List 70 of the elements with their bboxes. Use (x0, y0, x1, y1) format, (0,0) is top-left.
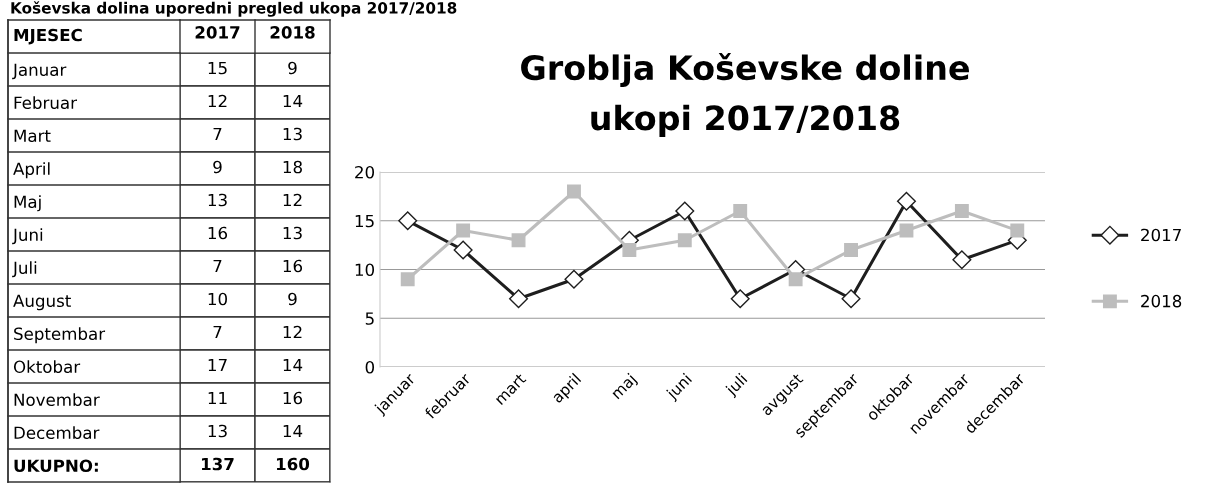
data-label: 7 (213, 259, 222, 273)
y-tick-label: Maj (14, 195, 41, 212)
y-tick-label: Novembar (14, 393, 100, 407)
point (788, 272, 803, 287)
point (841, 289, 861, 309)
point (844, 243, 858, 257)
y-tick-label: Februar (14, 96, 77, 110)
y-tick-label: April (13, 162, 50, 179)
data-label: 10 (208, 292, 227, 306)
data-label: 16 (283, 391, 303, 405)
point (730, 289, 750, 309)
data-label: 13 (283, 226, 302, 240)
x-tick-label: juli (724, 372, 750, 399)
data-label: 14 (283, 424, 303, 438)
data-label: 13 (283, 127, 302, 141)
point (733, 204, 748, 218)
data-label: 13 (208, 193, 227, 207)
y-tick-label: UKUPNO: (14, 459, 98, 473)
y-tick-label: Mart (14, 129, 51, 143)
data-label: 17 (208, 358, 227, 372)
data-label: 12 (283, 193, 302, 207)
data-label: 16 (208, 226, 228, 240)
y-tick-label: Septembar (14, 327, 106, 344)
data-label: 14 (283, 358, 303, 372)
point (567, 184, 581, 199)
point (564, 269, 584, 289)
y-tick-label: 15 (355, 214, 374, 228)
data-label: 137 (201, 457, 234, 471)
point (456, 223, 471, 238)
legend-label: 2018 (1141, 294, 1182, 308)
data-label: 9 (213, 160, 222, 174)
point (453, 240, 473, 260)
y-tick-label: Decembar (14, 426, 100, 440)
point (398, 211, 418, 231)
data-label: 7 (213, 127, 222, 141)
point (622, 243, 637, 257)
data-label: 15 (208, 61, 227, 75)
point (400, 272, 415, 287)
y-axis-title: MJESEC (14, 28, 82, 45)
data-label: 12 (283, 325, 302, 339)
point (954, 204, 969, 218)
chart-title: Groblja Koševske doline ukopi 2017/2018 (521, 53, 969, 137)
data-label: 13 (208, 424, 227, 438)
data-label: 16 (283, 259, 303, 273)
y-tick-label: 10 (355, 263, 375, 277)
data-label: 18 (283, 160, 302, 174)
y-tick-label: 5 (365, 312, 374, 325)
data-label: 11 (208, 391, 227, 405)
data-label: 9 (288, 292, 297, 306)
point (1010, 223, 1025, 238)
point (511, 233, 526, 248)
y-tick-label: Juli (12, 261, 37, 278)
data-label: 14 (283, 94, 303, 108)
y-tick-label: 20 (355, 165, 375, 179)
data-label: 7 (213, 325, 222, 339)
y-tick-label: 0 (365, 360, 375, 374)
point (509, 289, 529, 309)
y-tick-label: Oktobar (13, 360, 81, 374)
y-tick-label: August (13, 294, 71, 311)
data-label: 9 (288, 61, 297, 75)
chart-title: Koševska dolina uporedni pregled ukopa 2017/2018 (11, 1, 457, 17)
point (675, 201, 695, 221)
data-label: 160 (276, 457, 310, 471)
point (677, 233, 692, 248)
point (952, 250, 972, 270)
point (896, 191, 916, 211)
data-label: 12 (208, 94, 227, 108)
y-tick-label: Juni (12, 228, 43, 245)
legend-label: 2017 (1141, 228, 1181, 242)
y-tick-label: Januar (12, 63, 67, 80)
